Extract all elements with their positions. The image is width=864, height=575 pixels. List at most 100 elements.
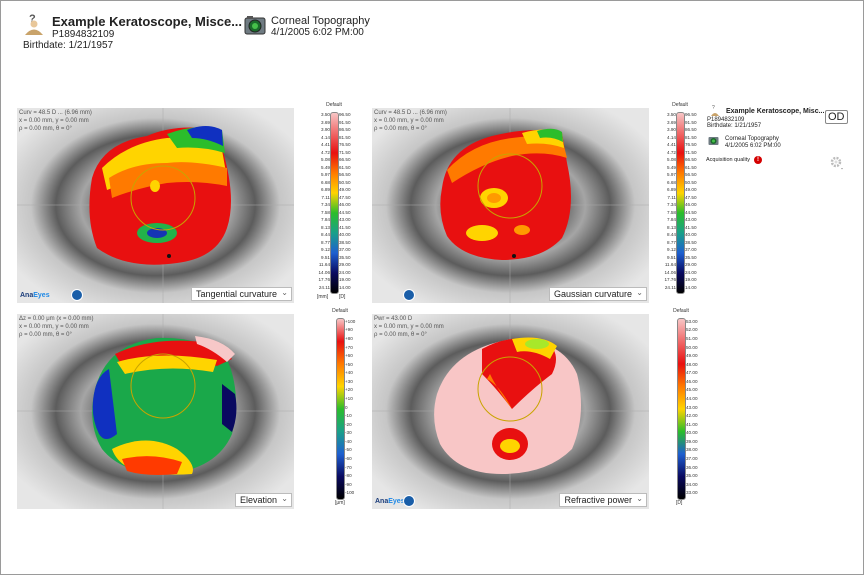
scale-tick-label: -10: [345, 413, 352, 419]
color-bar: [676, 112, 685, 294]
chevron-down-icon: ⌄: [281, 494, 288, 503]
patient-birthdate: Birthdate: 1/21/1957: [23, 40, 114, 51]
map-tangential[interactable]: Curv = 48.5 D ... (6.96 mm) x = 0.00 mm, …: [17, 108, 294, 303]
panel-exam-type: Corneal Topography: [725, 136, 779, 142]
scale-tick-label: 9.12: [321, 247, 330, 253]
scale-tick-label: 3.90: [667, 127, 676, 133]
patient-id: P1894832109: [52, 29, 115, 40]
scale-unit-label: [mm]: [317, 294, 329, 300]
svg-text:?: ?: [29, 13, 36, 25]
scale-tick-label: 8.44: [667, 232, 676, 238]
scale-tick-label: 3.69: [667, 119, 676, 125]
map-type-select[interactable]: Gaussian curvature ⌄: [548, 287, 647, 301]
scale-tick-label: 46.00: [339, 202, 351, 208]
warning-icon[interactable]: !: [754, 156, 762, 164]
scale-tick-label: 3.69: [321, 119, 330, 125]
refresh-icon[interactable]: [403, 495, 415, 507]
color-bar: [336, 318, 345, 500]
acquisition-quality-label: Acquisition quality: [706, 157, 751, 163]
curvature-scale-left: Default 3.50 96.50 3.69 91.50 3.90 86.50 4.14 8…: [317, 102, 351, 300]
scale-tick-label: 47.50: [339, 194, 351, 200]
map-elevation[interactable]: Δz = 0.00 μm (x = 0.00 mm) x = 0.00 mm, y…: [17, 314, 294, 509]
scale-tick-label: 50.00: [686, 344, 698, 350]
scale-tick-label: 40.00: [685, 232, 697, 238]
map-info: Curv = 48.5 D ... (6.96 mm) x = 0.00 mm, …: [19, 110, 92, 132]
scale-tick-label: 33.00: [686, 490, 698, 496]
refresh-icon[interactable]: [403, 289, 415, 301]
scale-tick-label: 4.41: [667, 142, 676, 148]
scale-tick-label: 3.50: [321, 112, 330, 118]
scale-tick-label: +50: [345, 361, 353, 367]
scale-tick-label: 46.00: [686, 378, 698, 384]
scale-tick-label: 5.97: [321, 172, 330, 178]
refresh-icon[interactable]: [71, 289, 83, 301]
scale-tick-label: 81.50: [685, 134, 697, 140]
scale-tick-label: -50: [345, 447, 352, 453]
scale-tick-label: +80: [345, 335, 353, 341]
scale-tick-label: 3.50: [667, 112, 676, 118]
scale-tick-label: -30: [345, 430, 352, 436]
scale-tick-label: 49.00: [339, 187, 351, 193]
exam-type: Corneal Topography: [271, 15, 370, 27]
panel-exam-datetime: 4/1/2005 6:02 PM:00: [725, 143, 781, 149]
scale-tick-label: 7.58: [667, 209, 676, 215]
scale-tick-label: 71.50: [339, 149, 351, 155]
scale-tick-label: 41.50: [685, 224, 697, 230]
scale-tick-label: 7.34: [667, 202, 676, 208]
map-type-select[interactable]: Refractive power ⌄: [559, 493, 647, 507]
scale-tick-label: 8.13: [667, 224, 676, 230]
scale-tick-label: 6.68: [667, 179, 676, 185]
gear-icon[interactable]: [830, 156, 844, 170]
map-type-select[interactable]: Tangential curvature ⌄: [190, 287, 292, 301]
scale-tick-label: 0: [345, 404, 348, 410]
scale-tick-label: 37.00: [685, 247, 697, 253]
scale-tick-label: -20: [345, 421, 352, 427]
scale-tick-label: 5.08: [667, 157, 676, 163]
scale-tick-label: 49.00: [685, 187, 697, 193]
scale-tick-label: 44.50: [339, 209, 351, 215]
scale-tick-label: 42.00: [686, 413, 698, 419]
scale-tick-label: 14.00: [339, 284, 351, 290]
scale-tick-label: 66.50: [339, 157, 351, 163]
exam-datetime: 4/1/2005 6:02 PM:00: [271, 27, 364, 38]
scale-tick-label: 14.00: [685, 284, 697, 290]
scale-tick-label: 29.00: [339, 262, 351, 268]
panel-patient-birthdate: Birthdate: 1/21/1957: [707, 123, 762, 129]
scale-tick-label: 40.00: [339, 232, 351, 238]
patient-icon: ?: [25, 13, 43, 35]
map-type-select[interactable]: Elevation ⌄: [234, 493, 292, 507]
scale-tick-label: 44.50: [685, 209, 697, 215]
scale-tick-label: 4.72: [667, 149, 676, 155]
scale-unit-label: [D]: [339, 294, 346, 300]
map-gaussian[interactable]: Curv = 48.5 D ... (6.96 mm) x = 0.00 mm, …: [372, 108, 649, 303]
patient-name: Example Keratoscope, Misce...: [52, 14, 243, 29]
scale-tick-label: 71.50: [685, 149, 697, 155]
scale-tick-label: 76.50: [339, 142, 351, 148]
scale-tick-label: 49.00: [686, 353, 698, 359]
chevron-down-icon: ⌄: [281, 288, 288, 297]
scale-tick-label: 17.76: [664, 277, 677, 283]
scale-tick-label: 38.50: [339, 239, 351, 245]
scale-tick-label: 19.00: [339, 277, 351, 283]
scale-tick-label: 24.11: [664, 284, 676, 290]
svg-text:?: ?: [712, 105, 715, 111]
scale-tick-label: 86.50: [685, 127, 697, 133]
scale-tick-label: 96.50: [339, 112, 351, 118]
scale-tick-label: 41.00: [686, 421, 698, 427]
scale-tick-label: 24.11: [318, 284, 330, 290]
scale-tick-label: +20: [345, 387, 353, 393]
map-info: Δz = 0.00 μm (x = 0.00 mm) x = 0.00 mm, y…: [19, 316, 94, 338]
map-info: Curv = 48.5 D ... (6.96 mm) x = 0.00 mm, …: [374, 110, 447, 132]
scale-tick-label: 7.11: [667, 194, 676, 200]
eye-indicator[interactable]: OD: [825, 110, 848, 124]
scale-tick-label: 43.00: [339, 217, 351, 223]
scale-tick-label: 35.00: [686, 473, 698, 479]
scale-tick-label: 61.50: [339, 164, 351, 170]
scale-tick-label: 11.64: [318, 262, 330, 268]
scale-tick-label: 35.50: [339, 254, 351, 260]
scale-tick-label: 8.77: [667, 239, 676, 245]
scale-tick-label: 7.11: [321, 194, 330, 200]
scale-tick-label: +40: [345, 370, 353, 376]
scale-tick-label: -60: [345, 455, 352, 461]
